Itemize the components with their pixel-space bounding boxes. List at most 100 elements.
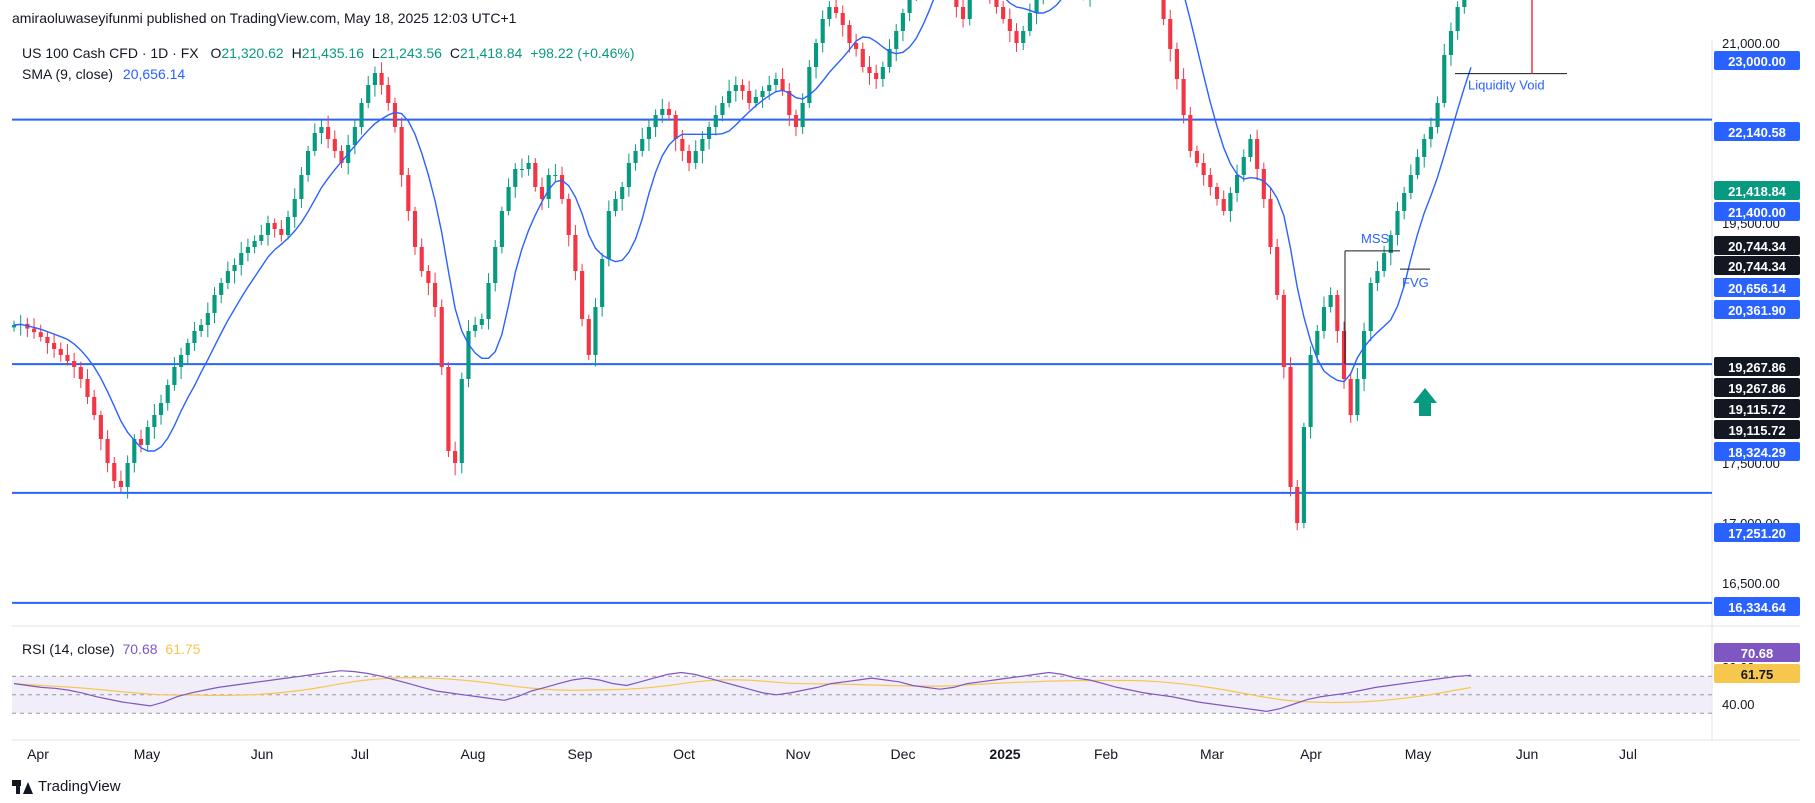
candle-body: [1027, 13, 1032, 31]
candle-body: [680, 139, 685, 151]
symbol-label[interactable]: US 100 Cash CFD · 1D · FX: [22, 45, 199, 61]
candle-body: [686, 151, 692, 163]
candle-body: [1395, 211, 1400, 235]
candle-body: [1462, 0, 1467, 7]
candle-body: [693, 151, 698, 163]
candle-body: [506, 187, 511, 211]
candle-body: [453, 451, 458, 463]
candle-body: [1188, 115, 1193, 151]
candle-body: [1361, 331, 1367, 379]
candle-body: [152, 415, 157, 427]
price-label-pill: [1714, 399, 1800, 418]
candle-body: [459, 379, 464, 463]
candle-body: [727, 91, 732, 103]
sma-legend[interactable]: SMA (9, close) 20,656.14: [22, 66, 185, 82]
price-label-pill: [1714, 300, 1800, 319]
open-label: O: [210, 45, 222, 61]
price-label-pill: [1714, 357, 1800, 376]
candle-body: [1388, 235, 1393, 253]
candle-body: [666, 109, 672, 115]
rsi-value-pill: [1714, 643, 1800, 662]
candle-body: [733, 85, 738, 91]
candle-body: [1355, 379, 1360, 415]
price-label-text: 21,400.00: [1728, 205, 1786, 220]
symbol-legend: US 100 Cash CFD · 1D · FX O21,320.62 H21…: [22, 45, 634, 61]
price-label-pill: [1714, 51, 1800, 70]
candle-body: [880, 67, 885, 79]
time-axis-label: Dec: [891, 746, 916, 762]
price-label-text: 20,656.14: [1728, 281, 1787, 296]
candle-body: [787, 91, 792, 115]
time-axis-label: Mar: [1200, 746, 1224, 762]
candle-body: [954, 0, 959, 7]
tradingview-logo[interactable]: TradingView: [12, 778, 121, 795]
candle-body: [259, 235, 264, 241]
candle-body: [606, 211, 611, 259]
candle-body: [359, 103, 364, 127]
candle-body: [232, 265, 237, 271]
price-label-pill: [1714, 523, 1800, 542]
price-label-pill: [1714, 442, 1800, 461]
fvg-label: FVG: [1402, 275, 1429, 290]
candle-body: [1301, 427, 1306, 523]
candle-body: [306, 151, 311, 175]
candle-body: [874, 73, 879, 79]
fvg-up-arrow: [1413, 388, 1437, 416]
price-label-pill: [1714, 202, 1800, 221]
low-value: 21,243.56: [379, 45, 442, 61]
candle-body: [1315, 331, 1320, 355]
candle-body: [386, 85, 391, 103]
price-tick-label: 21,000.00: [1722, 36, 1780, 51]
candle-body: [780, 79, 785, 91]
high-label: H: [291, 45, 302, 61]
sma-line: [13, 0, 1472, 452]
candle-body: [1275, 247, 1280, 295]
candle-body: [700, 139, 705, 151]
candle-body: [1255, 139, 1260, 169]
candle-body: [112, 463, 117, 481]
time-axis-label: Aug: [461, 746, 486, 762]
candle-body: [640, 139, 645, 151]
candle-body: [265, 223, 271, 235]
candle-body: [446, 367, 451, 451]
candle-body: [299, 175, 304, 199]
candle-body: [1261, 169, 1266, 199]
candle-body: [526, 163, 531, 169]
candle-body: [747, 91, 752, 103]
candle-body: [620, 187, 625, 199]
candle-body: [486, 283, 491, 319]
candle-body: [539, 187, 545, 199]
candle-body: [339, 151, 344, 163]
candle-body: [1221, 199, 1226, 211]
candle-body: [713, 115, 718, 127]
price-label-pill: [1714, 420, 1800, 439]
candle-body: [158, 403, 164, 415]
candle-body: [1208, 175, 1213, 187]
candle-body: [1295, 487, 1300, 523]
candle-body: [279, 229, 284, 235]
candle-body: [132, 439, 137, 463]
candle-body: [720, 103, 725, 115]
candle-body: [1034, 0, 1039, 13]
rsi-label: RSI (14, close): [22, 641, 115, 657]
candle-body: [773, 79, 778, 85]
candle-body: [887, 49, 892, 67]
candle-body: [412, 211, 418, 247]
candle-body: [600, 259, 605, 307]
candle-body: [419, 247, 424, 271]
candle-body: [125, 463, 130, 487]
candle-body: [1422, 139, 1427, 157]
time-axis-label: Nov: [786, 746, 811, 762]
candle-body: [1442, 55, 1447, 103]
candle-body: [366, 85, 371, 103]
candle-body: [1241, 157, 1246, 175]
candle-body: [406, 175, 411, 211]
candle-body: [1428, 127, 1433, 139]
time-axis-label: Apr: [1300, 746, 1322, 762]
rsi-legend[interactable]: RSI (14, close) 70.68 61.75: [22, 641, 200, 657]
candle-body: [813, 43, 819, 67]
candle-body: [967, 0, 972, 19]
candle-body: [432, 283, 438, 307]
candle-body: [85, 379, 90, 397]
